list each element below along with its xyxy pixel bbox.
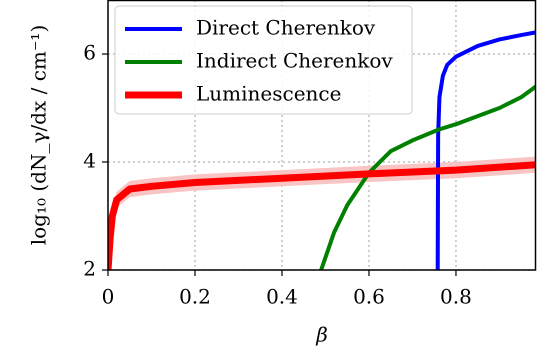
legend-label: Indirect Cherenkov	[196, 49, 393, 73]
series-line	[319, 84, 536, 270]
legend-label: Luminescence	[196, 82, 341, 106]
y-tick-label: 6	[83, 41, 96, 65]
y-tick-label: 2	[83, 257, 96, 281]
x-tick-label: 0.6	[353, 285, 385, 309]
x-tick-label: 0.2	[179, 285, 211, 309]
legend-box	[114, 5, 413, 115]
ticks: 0 0.2 0.4 0.6 0.8 2 4 6	[83, 41, 472, 309]
y-axis-label: log₁₀ (dN_γ/dx / cm⁻¹)	[27, 25, 51, 246]
series-line	[435, 30, 536, 270]
x-tick-label: 0.4	[266, 285, 298, 309]
legend: Direct Cherenkov Indirect Cherenkov Lumine…	[114, 5, 413, 115]
y-tick-label: 4	[83, 149, 96, 173]
plot-area	[108, 30, 536, 270]
legend-label: Direct Cherenkov	[196, 16, 376, 40]
x-tick-label: 0	[102, 285, 115, 309]
axes-frame	[107, 0, 537, 271]
x-axis-label: β	[315, 323, 328, 347]
x-tick-label: 0.8	[440, 285, 472, 309]
series-line	[108, 161, 536, 270]
